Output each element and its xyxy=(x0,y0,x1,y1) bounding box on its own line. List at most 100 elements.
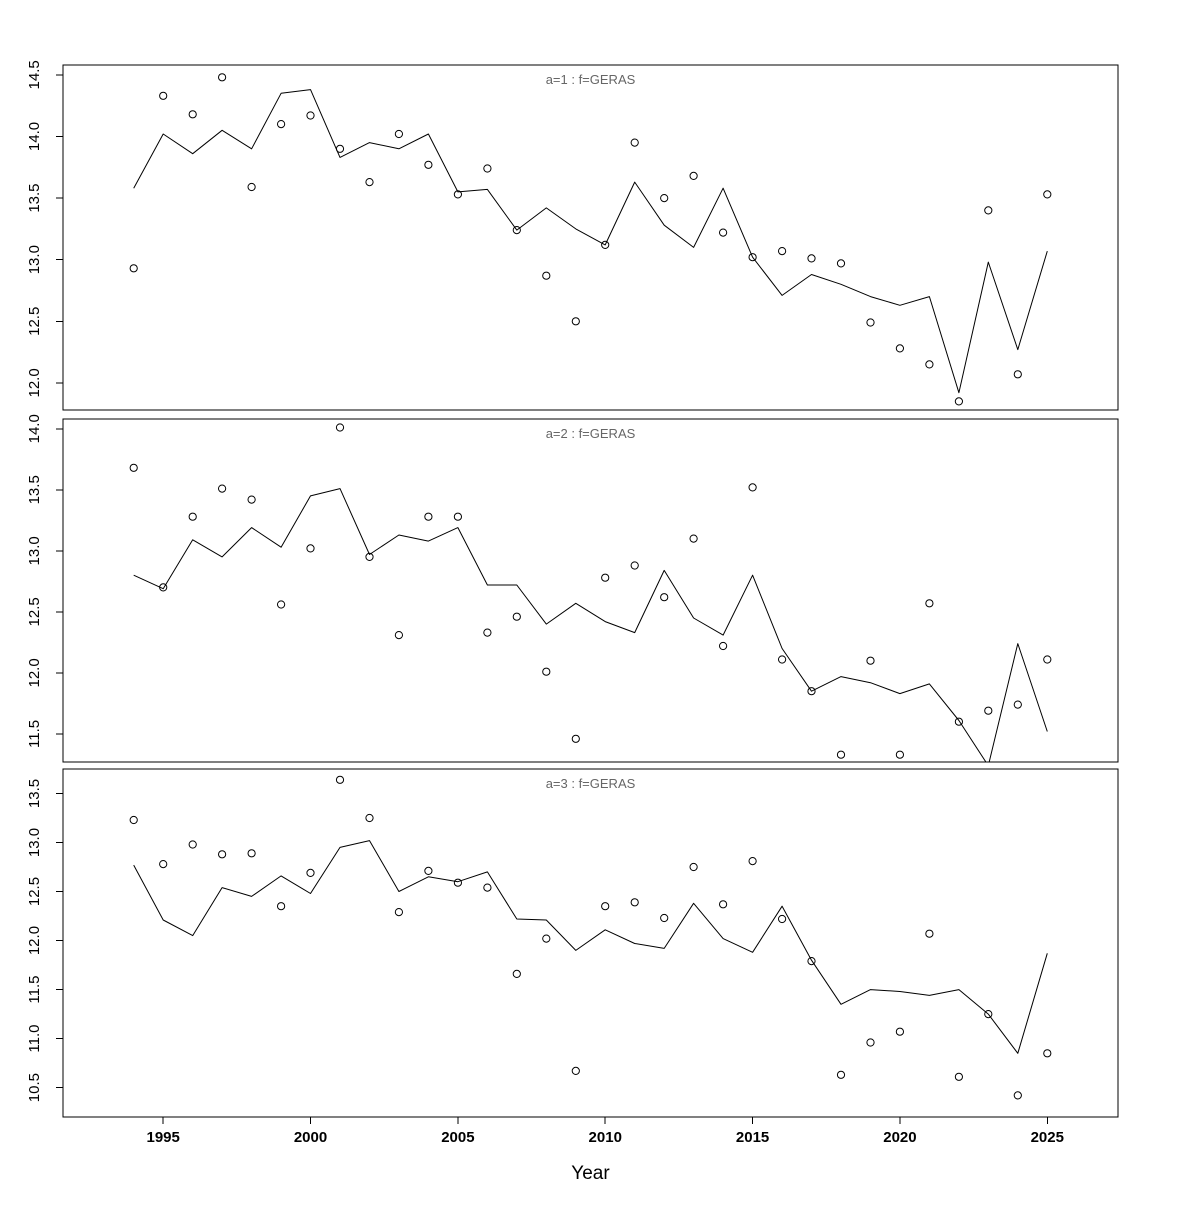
data-point xyxy=(159,860,168,869)
x-axis: 1995 2000 2005 2010 2015 2020 2025 Year xyxy=(147,1117,1064,1184)
y-tick-label: 12.5 xyxy=(26,307,43,336)
y-tick-label: 13.0 xyxy=(26,536,43,565)
data-point xyxy=(660,593,669,602)
data-point xyxy=(984,706,993,715)
data-point xyxy=(689,534,698,543)
data-point xyxy=(365,178,374,187)
panel-2: 11.5 12.0 12.5 13.0 13.5 14.0 a=2 : f=GERAS xyxy=(26,414,1119,763)
data-point xyxy=(571,1066,580,1076)
panel-box xyxy=(62,64,1119,411)
data-point xyxy=(1013,700,1022,709)
data-point xyxy=(247,849,256,858)
y-tick-label: 13.0 xyxy=(26,828,43,857)
data-point xyxy=(895,1027,905,1036)
data-point xyxy=(571,734,580,743)
data-point xyxy=(748,253,757,262)
data-point xyxy=(630,561,639,570)
y-tick-label: 13.5 xyxy=(26,183,43,212)
data-point xyxy=(719,228,728,237)
data-point xyxy=(306,544,315,553)
data-point xyxy=(836,259,846,268)
data-point xyxy=(424,160,433,169)
y-tick-label: 11.0 xyxy=(26,1025,43,1053)
data-point xyxy=(277,120,286,129)
data-point xyxy=(1013,1091,1022,1100)
data-point xyxy=(129,463,138,472)
data-point xyxy=(836,1070,846,1079)
data-point xyxy=(866,318,875,327)
data-point xyxy=(129,815,138,825)
data-point xyxy=(1043,190,1052,199)
data-point xyxy=(277,902,286,911)
data-point xyxy=(218,850,227,859)
data-point xyxy=(306,111,315,120)
y-tick-label: 14.0 xyxy=(26,122,43,151)
data-point xyxy=(925,929,934,938)
y-tick-label: 13.0 xyxy=(26,245,43,274)
panel-title: a=1 : f=GERAS xyxy=(546,72,636,87)
data-point xyxy=(188,110,197,119)
data-point xyxy=(778,914,787,924)
panel-data xyxy=(129,775,1052,1100)
data-point xyxy=(453,878,462,887)
data-point xyxy=(689,171,698,180)
panel-box xyxy=(62,418,1119,763)
data-point xyxy=(571,317,580,326)
data-point xyxy=(159,91,168,100)
fit-line-fitted xyxy=(133,840,1048,1054)
data-point xyxy=(394,908,403,917)
y-tick-label: 14.0 xyxy=(26,414,43,443)
data-point xyxy=(866,656,875,665)
data-point xyxy=(277,600,286,609)
data-point xyxy=(542,271,551,280)
data-point xyxy=(1013,370,1022,379)
panel-1: 12.0 12.5 13.0 13.5 14.0 14.5 a=1 : f=GERAS xyxy=(26,60,1119,411)
data-point xyxy=(188,512,197,521)
data-point xyxy=(483,628,492,637)
data-point xyxy=(778,247,787,256)
data-point xyxy=(1043,655,1052,664)
data-point xyxy=(335,423,345,432)
x-tick-label: 2015 xyxy=(736,1129,769,1146)
data-point xyxy=(542,934,551,943)
data-point xyxy=(660,913,669,923)
y-tick-label: 13.5 xyxy=(26,779,43,808)
y-tick-label: 12.0 xyxy=(26,926,43,955)
data-point xyxy=(483,883,492,892)
data-point xyxy=(689,862,698,872)
data-point xyxy=(719,900,728,909)
x-tick-label: 2005 xyxy=(441,1129,474,1146)
data-point xyxy=(660,194,669,203)
data-point xyxy=(807,254,816,263)
data-point xyxy=(306,868,315,878)
data-point xyxy=(601,240,610,249)
y-tick-label: 12.0 xyxy=(26,658,43,687)
data-point xyxy=(601,573,610,582)
fit-line-fitted xyxy=(133,488,1048,762)
data-point xyxy=(335,775,345,784)
x-tick-label: 1995 xyxy=(147,1129,180,1146)
panel-title: a=2 : f=GERAS xyxy=(546,426,636,441)
panel-box xyxy=(62,768,1119,1118)
data-point xyxy=(748,483,757,492)
data-point xyxy=(601,902,610,911)
data-point xyxy=(512,612,521,621)
panel-data xyxy=(129,423,1052,762)
y-tick-label: 12.0 xyxy=(26,368,43,397)
y-tick-label: 11.5 xyxy=(26,976,43,1004)
data-point xyxy=(954,1072,964,1081)
data-point xyxy=(630,898,639,907)
data-point xyxy=(925,599,934,608)
data-point xyxy=(954,717,964,726)
data-point xyxy=(483,164,492,173)
data-point xyxy=(807,687,816,696)
data-point xyxy=(424,866,433,876)
data-point xyxy=(807,957,816,966)
data-point xyxy=(394,631,403,640)
data-point xyxy=(188,840,197,849)
panel-3: 10.5 11.0 11.5 12.0 12.5 13.0 13.5 a=3 : f=GERA… xyxy=(26,768,1119,1118)
data-point xyxy=(218,484,227,493)
data-point xyxy=(895,344,905,353)
